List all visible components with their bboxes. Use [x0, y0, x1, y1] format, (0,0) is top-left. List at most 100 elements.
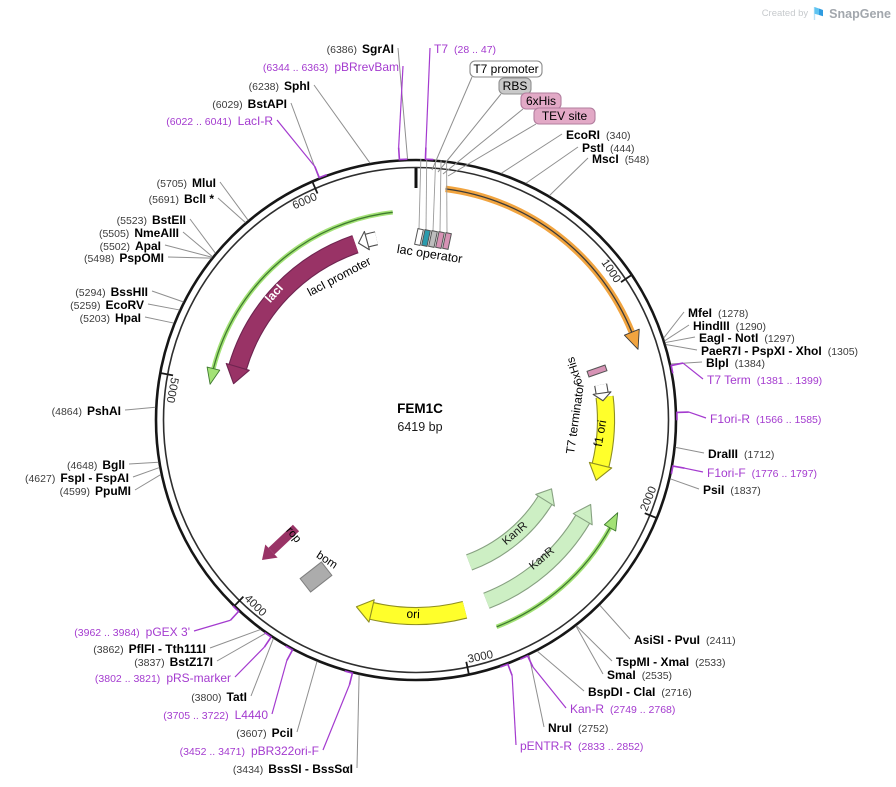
feature-f1-ori	[592, 395, 614, 468]
site-label-EagI - NotI: EagI - NotI (1297)	[699, 331, 795, 345]
site-label-BstZ17I: (3837) BstZ17I	[134, 655, 213, 669]
site-label-TatI: (3800) TatI	[191, 690, 247, 704]
primer-leader-line	[682, 362, 704, 380]
tick-mark-1000	[620, 274, 633, 283]
feature-label-his-glyph: 6xHis	[565, 355, 585, 386]
primer-leader-line	[322, 684, 351, 751]
feature-ori-arrowhead	[355, 599, 375, 623]
tick-label-3000: 3000	[467, 649, 495, 666]
plasmid-size: 6419 bp	[397, 420, 442, 434]
operator-cluster-glyph	[435, 231, 445, 249]
site-label-PspOMI: (5498) PspOMI	[84, 251, 164, 265]
primer-mark-T7	[424, 147, 434, 161]
primer-label-L4440: (3705 .. 3722) L4440	[163, 708, 268, 722]
feature-f1-ori-arrowhead	[588, 461, 613, 481]
feature-bom	[299, 561, 333, 593]
feature-lacI-arrowhead	[225, 362, 250, 385]
glyph-connector-line	[418, 159, 422, 230]
backbone-outer-circle	[154, 158, 678, 682]
watermark-created-by: Created by	[761, 8, 809, 19]
backbone-inner-circle	[162, 166, 670, 674]
plasmid-name: FEM1C	[397, 401, 443, 416]
primer-mark-L4440	[285, 645, 294, 661]
feature-rop-arrowhead	[262, 544, 278, 560]
site-label-NruI: NruI (2752)	[548, 721, 608, 735]
site-leader-line	[536, 650, 585, 692]
feature-KanR-inner-arrowhead	[535, 488, 555, 507]
primer-label-pBRrevBam: (6344 .. 6363) pBRrevBam	[263, 60, 399, 74]
feature-his-glyph	[586, 364, 608, 378]
feature-label-ori: ori	[406, 607, 420, 621]
site-leader-line	[397, 47, 409, 160]
feature-T7-terminator-arrow-arrowhead	[592, 391, 612, 402]
primer-leader-line	[688, 411, 707, 419]
site-leader-line	[219, 181, 249, 221]
primer-mark-T7 Term	[670, 362, 684, 374]
feature-orf-left-arrowhead	[206, 366, 221, 385]
site-leader-line	[665, 344, 698, 351]
site-leader-line	[356, 674, 360, 769]
site-label-PsiI: PsiI (1837)	[703, 483, 761, 497]
primer-mark-pENTR-R	[500, 663, 513, 676]
site-leader-line	[167, 256, 212, 259]
primer-leader-line	[684, 467, 704, 473]
feature-KanR-inner	[466, 496, 552, 570]
primer-mark-Kan-R	[520, 654, 534, 668]
site-label-TspMI - XmaI: TspMI - XmaI (2533)	[616, 655, 725, 669]
site-leader-line	[670, 361, 703, 365]
primer-mark-pRS-marker	[263, 631, 273, 648]
feature-T7-terminator-arrow	[595, 383, 608, 394]
site-label-PciI: (3607) PciI	[236, 726, 293, 740]
site-label-SgrAI: (6386) SgrAI	[327, 42, 394, 56]
site-label-PflFI - Tth111I: (3862) PflFI - Tth111I	[93, 642, 206, 656]
site-label-BlpI: BlpI (1384)	[706, 356, 765, 370]
site-label-PaeR7I - PspXI - XhoI: PaeR7I - PspXI - XhoI (1305)	[701, 344, 858, 358]
glyph-connector-line	[432, 159, 437, 232]
primer-leader-line	[276, 119, 316, 167]
primer-label-LacI-R: (6022 .. 6041) LacI-R	[166, 114, 273, 128]
site-leader-line	[500, 133, 563, 174]
site-leader-line	[675, 446, 705, 454]
site-label-NmeAIII: (5505) NmeAIII	[99, 226, 179, 240]
site-label-DraIII: DraIII (1712)	[708, 447, 774, 461]
site-leader-line	[296, 661, 318, 733]
site-leader-line	[144, 316, 174, 324]
feature-label-T7-terminator-arrow: T7 terminator	[563, 382, 587, 455]
site-leader-line	[663, 311, 685, 339]
feature-gene-arc-core	[445, 188, 633, 333]
site-label-MfeI: MfeI (1278)	[688, 306, 748, 320]
feature-ori	[369, 602, 467, 624]
tick-mark-6000	[311, 181, 319, 194]
site-leader-line	[250, 638, 274, 697]
primer-leader-line	[234, 646, 265, 678]
site-label-EcoRI: EcoRI (340)	[566, 128, 631, 142]
tick-mark-4000	[233, 596, 245, 607]
tick-label-6000: 6000	[291, 191, 319, 212]
site-label-BclI *: (5691) BclI *	[149, 192, 215, 206]
primer-leader-line	[271, 660, 288, 715]
site-leader-line	[670, 478, 700, 490]
snapgene-flag-icon	[813, 7, 824, 20]
primer-mark-F1ori-F	[670, 465, 685, 474]
boxed-feature-RBS	[498, 77, 532, 95]
site-leader-line	[525, 146, 579, 184]
operator-cluster-glyph	[428, 230, 438, 248]
site-leader-line	[528, 655, 545, 728]
primer-label-Kan-R: Kan-R (2749 .. 2768)	[570, 702, 675, 716]
site-label-BssSI - BssSαI: (3434) BssSI - BssSαI	[233, 762, 353, 776]
site-leader-line	[124, 406, 156, 411]
tick-label-5000: 5000	[164, 376, 180, 403]
feature-lacI-outline	[228, 235, 359, 370]
boxed-label-leader-line	[447, 123, 537, 177]
feature-orf-left-core	[212, 211, 393, 369]
boxed-feature-label: 6xHis	[526, 94, 556, 108]
operator-cluster-glyph	[414, 228, 424, 246]
site-leader-line	[128, 461, 159, 465]
boxed-feature-label: T7 promoter	[473, 62, 538, 76]
site-label-BstEII: (5523) BstEII	[117, 213, 186, 227]
feature-KanR-outer-arrowhead	[572, 503, 593, 526]
site-label-PshAI: (4864) PshAI	[52, 404, 121, 418]
primer-mark-pBR322ori-F	[344, 670, 354, 685]
primer-label-pRS-marker: (3802 .. 3821) pRS-marker	[95, 671, 231, 685]
